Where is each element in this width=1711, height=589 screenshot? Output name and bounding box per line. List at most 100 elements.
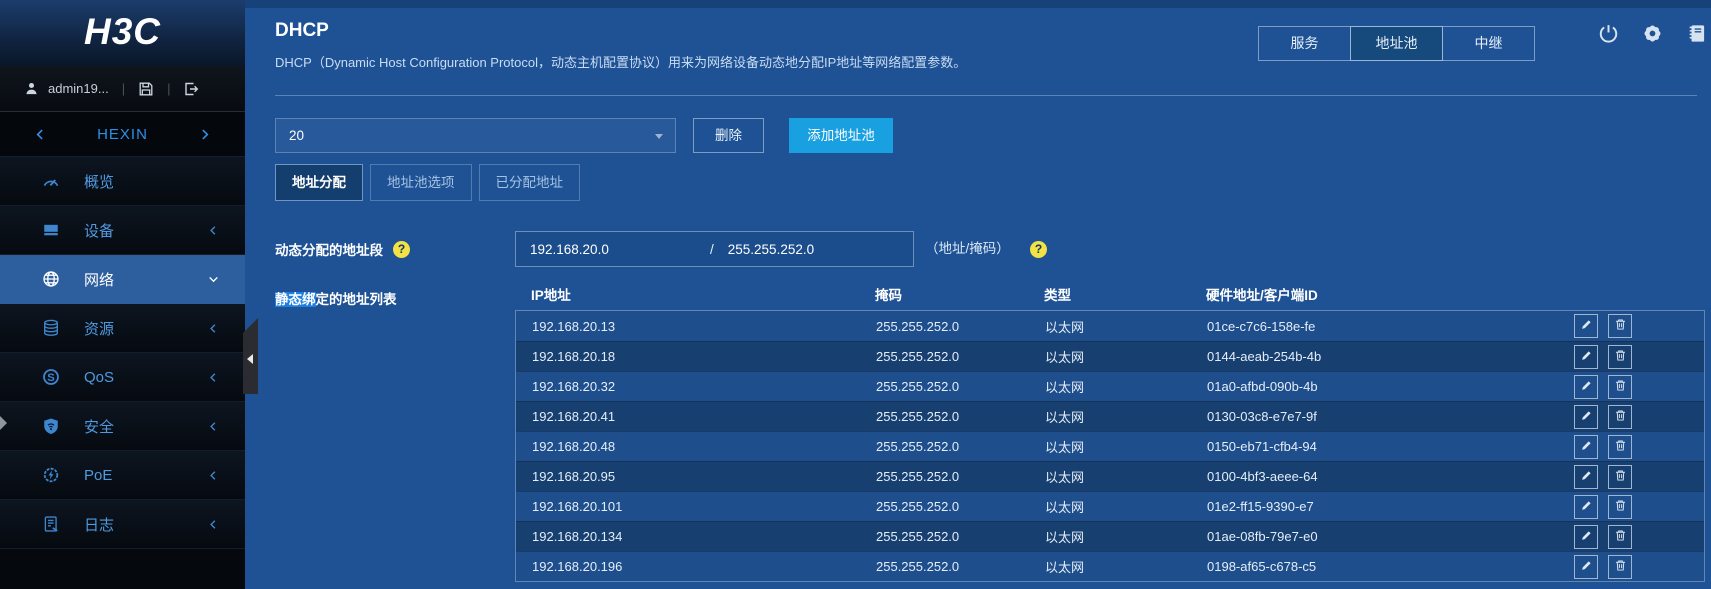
edit-button[interactable] — [1574, 464, 1598, 489]
next-project-arrow[interactable] — [198, 128, 211, 141]
divider: | — [167, 81, 171, 96]
chevron-left-icon — [208, 519, 219, 530]
nav-tab-relay[interactable]: 中继 — [1442, 26, 1535, 61]
sidebar-item-qos[interactable]: S QoS — [0, 353, 245, 402]
edit-button[interactable] — [1574, 404, 1598, 429]
sidebar-menu: 概览 设备 网络 资源 S QoS 安全 PoE 日志 — [0, 157, 245, 549]
edit-button[interactable] — [1574, 554, 1598, 579]
prev-project-arrow[interactable] — [34, 128, 47, 141]
project-name: HEXIN — [97, 125, 148, 143]
add-pool-button[interactable]: 添加地址池 — [789, 118, 893, 153]
cell-type: 以太网 — [1045, 530, 1085, 545]
sidebar-item-poe[interactable]: PoE — [0, 451, 245, 500]
cell-type: 以太网 — [1045, 560, 1085, 575]
delete-button[interactable] — [1608, 434, 1632, 459]
cell-type: 以太网 — [1045, 500, 1085, 515]
cell-ip: 192.168.20.134 — [532, 529, 623, 544]
selected-text: 静态绑 — [275, 292, 316, 307]
delete-button[interactable] — [1608, 404, 1632, 429]
slash-separator: / — [710, 241, 714, 257]
column-header: 掩码 — [875, 288, 902, 303]
power-icon — [1598, 23, 1619, 49]
edit-button[interactable] — [1574, 524, 1598, 549]
row-actions — [1574, 344, 1704, 369]
edit-button[interactable] — [1574, 374, 1598, 399]
address-mask-input[interactable]: 192.168.20.0 / 255.255.252.0 — [515, 231, 914, 267]
edit-button[interactable] — [1574, 344, 1598, 369]
cell-type: 以太网 — [1045, 350, 1085, 365]
row-actions — [1574, 554, 1704, 579]
settings-button[interactable] — [1641, 25, 1663, 47]
logout-icon[interactable] — [183, 81, 199, 97]
save-icon[interactable] — [138, 81, 154, 97]
help-icon[interactable]: ? — [393, 240, 410, 258]
cell-ip: 192.168.20.101 — [532, 499, 623, 514]
sidebar-item-network[interactable]: 网络 — [0, 255, 245, 304]
sidebar-item-security[interactable]: 安全 — [0, 402, 245, 451]
delete-button[interactable] — [1608, 314, 1632, 338]
power-button[interactable] — [1597, 25, 1619, 47]
trash-icon — [1614, 379, 1627, 395]
sidebar-item-overview[interactable]: 概览 — [0, 157, 245, 206]
sidebar-collapse-handle[interactable] — [243, 318, 258, 394]
pool-select-value: 20 — [289, 128, 305, 143]
delete-button[interactable] — [1608, 344, 1632, 369]
cell-hw: 0130-03c8-e7e7-9f — [1207, 409, 1317, 424]
cell-ip: 192.168.20.18 — [532, 349, 616, 364]
delete-button[interactable] — [1608, 374, 1632, 399]
delete-button[interactable] — [1608, 494, 1632, 519]
row-actions — [1574, 524, 1704, 549]
pool-tabs: 地址分配 地址池选项 已分配地址 — [275, 164, 580, 201]
delete-button[interactable] — [1608, 554, 1632, 579]
cell-hw: 0198-af65-c678-c5 — [1207, 559, 1317, 574]
manual-button[interactable] — [1685, 25, 1707, 47]
poe-icon — [42, 466, 66, 484]
header-icon-buttons — [1597, 25, 1707, 47]
tab-assigned-addresses[interactable]: 已分配地址 — [478, 164, 580, 201]
nav-tab-address-pool[interactable]: 地址池 — [1350, 26, 1443, 61]
tab-pool-options[interactable]: 地址池选项 — [370, 164, 472, 201]
person-icon — [24, 81, 39, 96]
cell-mask: 255.255.252.0 — [876, 318, 960, 334]
edit-button[interactable] — [1574, 494, 1598, 519]
trash-icon — [1614, 349, 1627, 365]
globe-icon — [42, 270, 66, 288]
cell-ip: 192.168.20.32 — [532, 379, 616, 394]
edit-button[interactable] — [1574, 314, 1598, 338]
delete-button[interactable]: 删除 — [693, 118, 764, 153]
cell-hw: 0144-aeab-254b-4b — [1207, 349, 1322, 364]
trash-icon — [1614, 318, 1627, 334]
edit-pencil-icon — [1580, 499, 1593, 515]
mask-value: 255.255.252.0 — [727, 241, 815, 257]
column-header: IP地址 — [531, 288, 571, 303]
trash-icon — [1614, 469, 1627, 485]
header-divider — [275, 95, 1697, 96]
h3c-logo: H3C — [0, 0, 245, 66]
edit-button[interactable] — [1574, 434, 1598, 459]
cell-hw: 01e2-ff15-9390-e7 — [1207, 499, 1314, 514]
gear-icon — [1642, 23, 1663, 49]
cell-ip: 192.168.20.48 — [532, 439, 616, 454]
shield-icon — [42, 417, 66, 435]
cell-mask: 255.255.252.0 — [876, 529, 960, 544]
help-icon[interactable]: ? — [1030, 241, 1047, 258]
divider: | — [121, 81, 126, 96]
sidebar-item-resource[interactable]: 资源 — [0, 304, 245, 353]
chevron-left-icon — [208, 323, 219, 334]
sidebar-item-label: 日志 — [84, 516, 115, 534]
tab-address-allocation[interactable]: 地址分配 — [275, 164, 363, 201]
cell-mask: 255.255.252.0 — [876, 469, 960, 484]
gauge-icon — [42, 172, 66, 190]
sidebar-item-label: 安全 — [84, 418, 115, 436]
delete-button[interactable] — [1608, 464, 1632, 489]
address-value: 192.168.20.0 — [530, 241, 609, 257]
chevron-down-icon — [208, 274, 219, 285]
nav-tab-service[interactable]: 服务 — [1258, 26, 1351, 61]
trash-icon — [1614, 409, 1627, 425]
pool-select[interactable]: 20 — [275, 118, 676, 153]
sidebar-item-device[interactable]: 设备 — [0, 206, 245, 255]
panel-expand-handle[interactable] — [0, 416, 7, 430]
delete-button[interactable] — [1608, 524, 1632, 549]
edit-pencil-icon — [1580, 379, 1593, 395]
sidebar-item-log[interactable]: 日志 — [0, 500, 245, 549]
